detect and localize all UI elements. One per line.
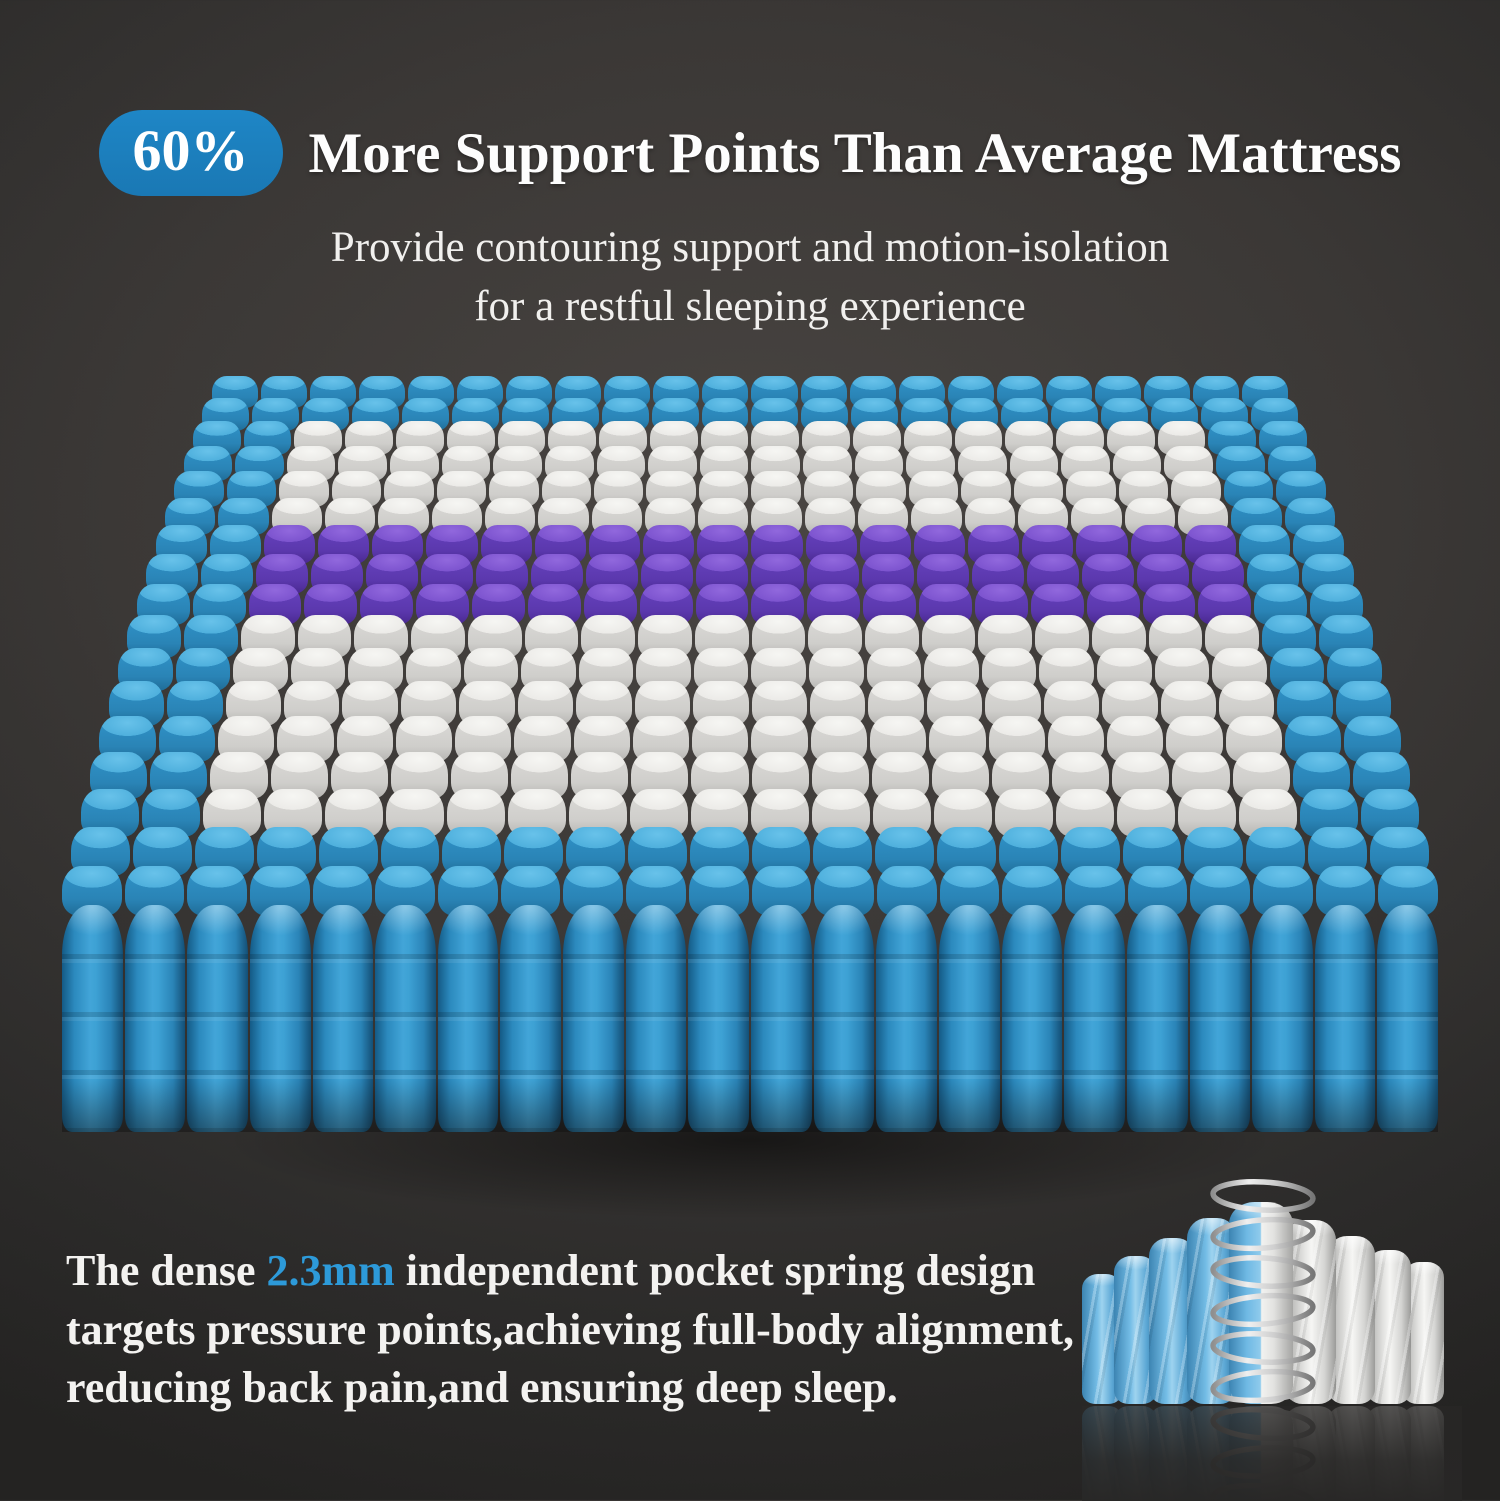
front-pocket-coil [751, 905, 812, 1132]
detail-coil-split [1229, 1202, 1293, 1404]
front-pocket-coil [625, 905, 687, 1132]
footer-paragraph: The dense 2.3mm independent pocket sprin… [66, 1242, 1076, 1418]
mattress-top-face [61, 376, 1439, 917]
subtitle: Provide contouring support and motion-is… [0, 218, 1500, 337]
front-pocket-coil [1377, 905, 1439, 1132]
footer-line1-after: independent pocket spring design [394, 1246, 1036, 1295]
coil-row [90, 751, 1410, 799]
spring-reflection-fade [1082, 1406, 1462, 1501]
footer-highlight-2-3mm: 2.3mm [266, 1246, 395, 1295]
pocket-spring-detail [1082, 1179, 1462, 1501]
footer-line3: reducing back pain,and ensuring deep sle… [66, 1363, 898, 1413]
footer-line1-before: The dense [66, 1246, 267, 1295]
spring-reflection [1082, 1406, 1462, 1501]
subtitle-line-1: Provide contouring support and motion-is… [330, 224, 1170, 271]
front-pocket-coil [62, 905, 123, 1132]
front-pocket-coil [500, 905, 562, 1132]
front-pocket-coil [1314, 905, 1376, 1132]
front-pocket-coil [187, 905, 248, 1132]
front-pocket-coil [1252, 905, 1313, 1132]
percentage-badge: 60% [98, 110, 283, 196]
front-pocket-coil [563, 905, 624, 1132]
front-pocket-coil [437, 905, 499, 1132]
front-pocket-coil [312, 905, 374, 1132]
front-pocket-coil [1126, 905, 1188, 1132]
page-title: More Support Points Than Average Mattres… [308, 121, 1402, 185]
front-pocket-coil [876, 905, 937, 1132]
front-pocket-coil [813, 905, 875, 1132]
front-pocket-coil [688, 905, 750, 1132]
footer-line2: targets pressure points,achieving full-b… [66, 1304, 1074, 1354]
front-pocket-coil [938, 905, 1000, 1132]
front-pocket-coil [1189, 905, 1251, 1132]
subtitle-line-2: for a restful sleeping experience [474, 283, 1026, 331]
spring-coil-row [1082, 1179, 1462, 1404]
mattress-front-face [62, 905, 1439, 1132]
front-pocket-coil [1001, 905, 1063, 1132]
front-pocket-coil [1064, 905, 1125, 1132]
header: 60% More Support Points Than Average Mat… [0, 110, 1500, 196]
front-pocket-coil [375, 905, 436, 1132]
front-pocket-coil [124, 905, 186, 1132]
front-pocket-coil [249, 905, 311, 1132]
